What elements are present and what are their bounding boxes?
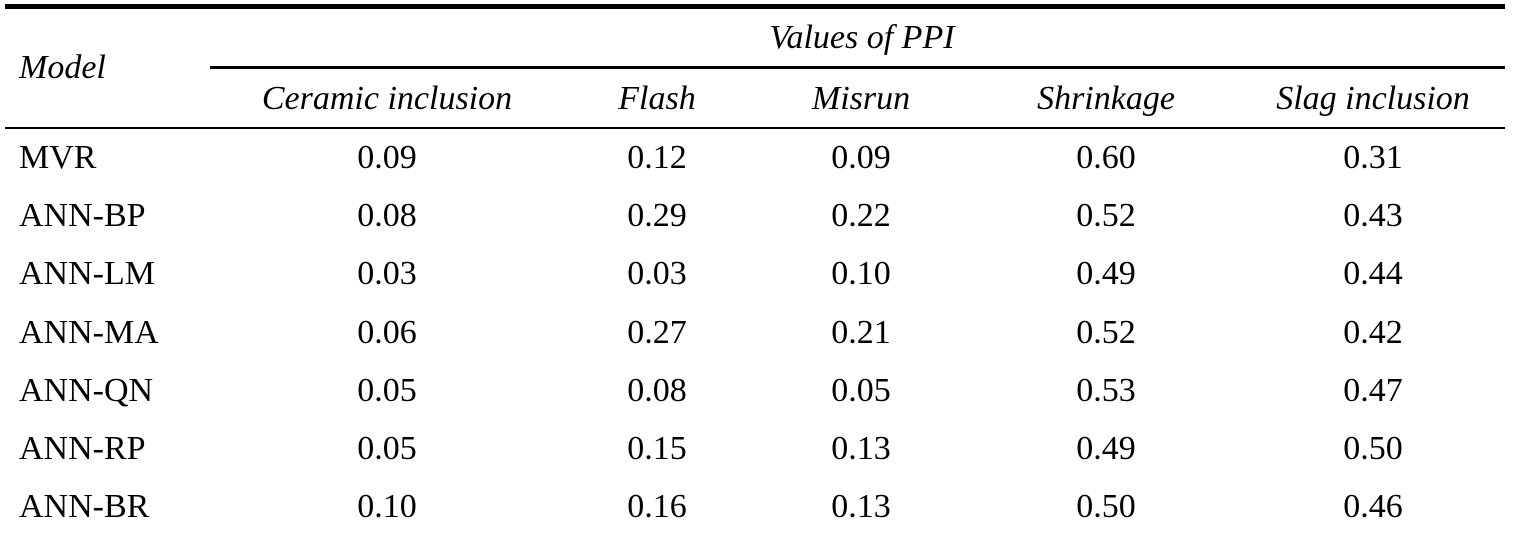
column-header-shrinkage: Shrinkage xyxy=(1037,80,1175,117)
table-cell: 0.13 xyxy=(831,430,891,467)
table-cell: 0.53 xyxy=(1076,372,1136,409)
table-cell: 0.50 xyxy=(1076,488,1136,525)
table-cell: 0.08 xyxy=(357,197,417,234)
table-cell: 0.60 xyxy=(1076,139,1136,176)
table-cell: 0.31 xyxy=(1343,139,1403,176)
row-model-label: MVR xyxy=(19,139,97,176)
row-model-label: ANN-QN xyxy=(19,372,154,409)
row-model-label: ANN-LM xyxy=(19,255,155,292)
ppi-table: Model Values of PPI Ceramic inclusion Fl… xyxy=(5,0,1505,539)
table-cell: 0.10 xyxy=(357,488,417,525)
table-cell: 0.49 xyxy=(1076,430,1136,467)
row-model-label: ANN-RP xyxy=(19,430,146,467)
table-cell: 0.03 xyxy=(627,255,687,292)
table-cell: 0.10 xyxy=(831,255,891,292)
column-header-ceramic-inclusion: Ceramic inclusion xyxy=(261,80,513,117)
table-cell: 0.52 xyxy=(1076,197,1136,234)
table-cell: 0.05 xyxy=(357,430,417,467)
table-cell: 0.50 xyxy=(1343,430,1403,467)
table-cell: 0.44 xyxy=(1343,255,1403,292)
table-cell: 0.08 xyxy=(627,372,687,409)
row-model-label: ANN-BR xyxy=(19,488,150,525)
header-bottom-rule xyxy=(5,127,1505,129)
row-model-label: ANN-MA xyxy=(19,314,159,351)
table-cell: 0.52 xyxy=(1076,314,1136,351)
table-cell: 0.49 xyxy=(1076,255,1136,292)
table-cell: 0.05 xyxy=(831,372,891,409)
group-header-rule xyxy=(210,66,1505,69)
column-header-slag-inclusion: Slag inclusion xyxy=(1276,80,1470,117)
values-group-header: Values of PPI xyxy=(769,19,955,56)
table-cell: 0.47 xyxy=(1343,372,1403,409)
table-cell: 0.12 xyxy=(627,139,687,176)
table-cell: 0.06 xyxy=(357,314,417,351)
table-cell: 0.27 xyxy=(627,314,687,351)
table-cell: 0.46 xyxy=(1343,488,1403,525)
table-cell: 0.29 xyxy=(627,197,687,234)
row-model-label: ANN-BP xyxy=(19,197,146,234)
column-header-misrun: Misrun xyxy=(811,80,911,117)
table-cell: 0.15 xyxy=(627,430,687,467)
table-cell: 0.22 xyxy=(831,197,891,234)
table-cell: 0.09 xyxy=(831,139,891,176)
table-cell: 0.21 xyxy=(831,314,891,351)
top-rule xyxy=(5,4,1505,9)
table-cell: 0.03 xyxy=(357,255,417,292)
table-cell: 0.05 xyxy=(357,372,417,409)
table-cell: 0.42 xyxy=(1343,314,1403,351)
table-cell: 0.13 xyxy=(831,488,891,525)
model-column-header: Model xyxy=(19,49,106,86)
column-header-flash: Flash xyxy=(618,80,696,117)
table-cell: 0.16 xyxy=(627,488,687,525)
table-cell: 0.43 xyxy=(1343,197,1403,234)
table-cell: 0.09 xyxy=(357,139,417,176)
